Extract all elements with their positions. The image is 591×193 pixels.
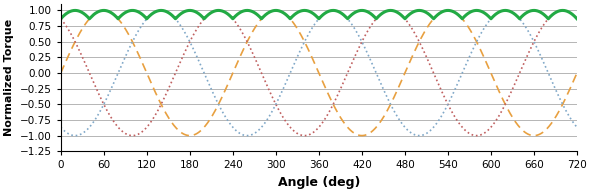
X-axis label: Angle (deg): Angle (deg) (278, 176, 360, 189)
Y-axis label: Normalized Torque: Normalized Torque (4, 19, 14, 136)
